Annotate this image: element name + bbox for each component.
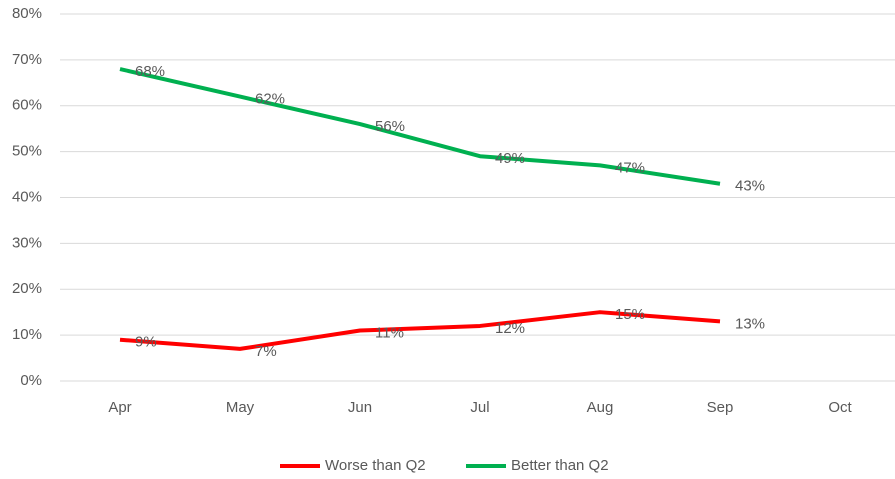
y-tick-label: 10% — [12, 326, 42, 343]
line-series — [119, 310, 721, 351]
y-tick-label: 30% — [12, 234, 42, 251]
y-tick-label: 0% — [20, 372, 42, 389]
y-tick-label: 50% — [12, 143, 42, 160]
data-label: 13% — [735, 315, 765, 332]
y-tick-label: 40% — [12, 188, 42, 205]
y-tick-label: 60% — [12, 97, 42, 114]
x-tick-label: Jun — [348, 399, 372, 416]
data-label: 49% — [495, 150, 525, 167]
data-label: 11% — [375, 325, 404, 342]
y-tick-label: 80% — [12, 5, 42, 22]
x-tick-label: Oct — [828, 399, 852, 416]
x-tick-label: May — [226, 399, 255, 416]
data-label: 62% — [255, 91, 285, 108]
x-tick-label: Apr — [108, 399, 131, 416]
data-label: 15% — [615, 306, 645, 323]
x-tick-label: Sep — [707, 399, 734, 416]
y-tick-label: 70% — [12, 51, 42, 68]
y-tick-label: 20% — [12, 280, 42, 297]
x-tick-label: Aug — [587, 399, 614, 416]
data-label: 12% — [495, 320, 525, 337]
legend-label: Better than Q2 — [511, 457, 609, 474]
x-tick-label: Jul — [470, 399, 489, 416]
data-label: 68% — [135, 63, 165, 80]
data-label: 9% — [135, 334, 157, 351]
data-label: 7% — [255, 343, 277, 360]
data-label: 43% — [735, 178, 765, 195]
data-label: 47% — [615, 159, 645, 176]
line-series — [119, 67, 721, 186]
data-label: 56% — [375, 118, 405, 135]
legend-label: Worse than Q2 — [325, 457, 426, 474]
